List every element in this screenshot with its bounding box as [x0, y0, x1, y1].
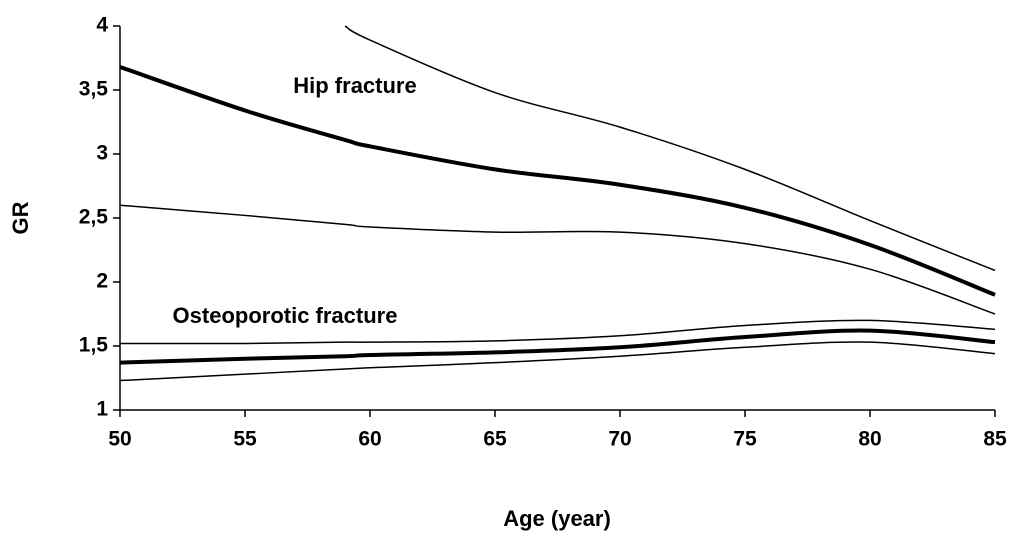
x-tick-label: 50: [108, 428, 131, 451]
x-tick-label: 70: [608, 428, 631, 451]
line: [344, 25, 996, 272]
x-axis-label: Age (year): [503, 506, 611, 531]
line: [119, 319, 996, 345]
y-tick-label: 3: [96, 142, 108, 165]
x-tick-label: 75: [733, 428, 757, 451]
y-tick-label: 2,5: [79, 206, 109, 229]
y-tick-label: 3,5: [79, 78, 109, 101]
y-tick-label: 2: [96, 270, 108, 293]
line: [119, 204, 996, 315]
x-tick-label: 60: [358, 428, 381, 451]
line: [119, 328, 996, 365]
annotation: Hip fracture: [293, 73, 416, 98]
y-tick-label: 4: [96, 14, 108, 37]
y-tick-label: 1,5: [79, 334, 109, 357]
x-tick-label: 55: [233, 428, 257, 451]
y-tick-label: 1: [96, 398, 108, 421]
y-axis-label: GR: [8, 201, 33, 234]
x-tick-label: 80: [858, 428, 881, 451]
line: [119, 341, 996, 382]
x-tick-label: 85: [983, 428, 1007, 451]
line: [119, 65, 996, 297]
x-tick-label: 65: [483, 428, 507, 451]
annotation: Osteoporotic fracture: [173, 303, 398, 328]
